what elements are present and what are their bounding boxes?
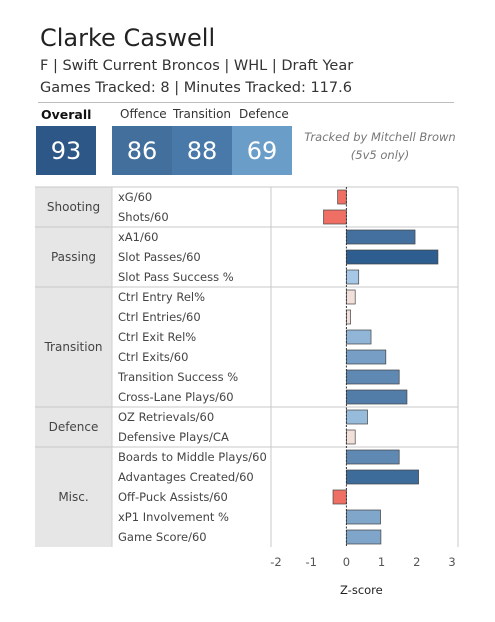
transition-score: 88: [172, 126, 232, 175]
group-column-background: [35, 187, 112, 547]
offence-score: 86: [112, 126, 172, 175]
bar: [337, 189, 347, 205]
metric-label: Shots/60: [118, 210, 169, 224]
group-label: Passing: [51, 250, 96, 264]
bar: [346, 249, 439, 265]
bar: [346, 509, 381, 525]
player-name: Clarke Caswell: [40, 24, 216, 52]
transition-label: Transition: [173, 107, 232, 121]
metric-label: Advantages Created/60: [118, 470, 254, 484]
metric-label: OZ Retrievals/60: [118, 410, 214, 424]
bar: [346, 349, 387, 365]
metric-label: Ctrl Entry Rel%: [118, 290, 205, 304]
tracker-scope-note: (5v5 only): [350, 148, 410, 162]
group-label: Misc.: [58, 490, 88, 504]
defence-label: Defence: [239, 107, 289, 121]
x-tick-label: -2: [270, 555, 281, 569]
metric-label: Ctrl Entries/60: [118, 310, 201, 324]
bar: [346, 269, 360, 285]
metric-label: Defensive Plays/CA: [118, 430, 229, 444]
metric-label: xP1 Involvement %: [118, 510, 229, 524]
x-axis-label: Z-score: [340, 583, 383, 597]
metric-label: Game Score/60: [118, 530, 207, 544]
group-label: Defence: [49, 420, 99, 434]
bar: [346, 289, 356, 305]
bar: [346, 369, 400, 385]
bar: [346, 429, 356, 445]
metric-label: xA1/60: [118, 230, 159, 244]
group-label: Shooting: [47, 200, 100, 214]
defence-score: 69: [232, 126, 292, 175]
player-info: F | Swift Current Broncos | WHL | Draft …: [40, 58, 354, 74]
header-divider: [38, 102, 454, 103]
x-tick-label: 2: [413, 555, 420, 569]
bar: [346, 389, 408, 405]
metric-label: Transition Success %: [117, 370, 238, 384]
bar: [346, 229, 416, 245]
metric-label: Slot Passes/60: [118, 250, 201, 264]
metric-label: Boards to Middle Plays/60: [118, 450, 267, 464]
tracking-info: Games Tracked: 8 | Minutes Tracked: 117.…: [40, 80, 352, 96]
bar: [332, 489, 347, 505]
metric-label: Slot Pass Success %: [118, 270, 234, 284]
bar: [346, 449, 400, 465]
metric-label: xG/60: [118, 190, 152, 204]
bar: [346, 309, 351, 325]
metric-label: Cross-Lane Plays/60: [118, 390, 234, 404]
metric-label: Ctrl Exit Rel%: [118, 330, 196, 344]
overall-score: 93: [36, 126, 96, 175]
x-tick-label: 0: [343, 555, 350, 569]
bar: [346, 329, 372, 345]
bar: [346, 409, 368, 425]
x-tick-label: 3: [448, 555, 455, 569]
offence-label: Offence: [120, 107, 167, 121]
bar: [346, 529, 382, 545]
bar: [323, 209, 347, 225]
tracker-note: Tracked by Mitchell Brown: [304, 130, 456, 144]
bar: [346, 469, 419, 485]
x-tick-label: 1: [378, 555, 385, 569]
overall-label: Overall: [41, 107, 92, 122]
x-tick-label: -1: [305, 555, 316, 569]
group-label: Transition: [43, 340, 102, 354]
metric-label: Ctrl Exits/60: [118, 350, 188, 364]
metric-label: Off-Puck Assists/60: [118, 490, 228, 504]
